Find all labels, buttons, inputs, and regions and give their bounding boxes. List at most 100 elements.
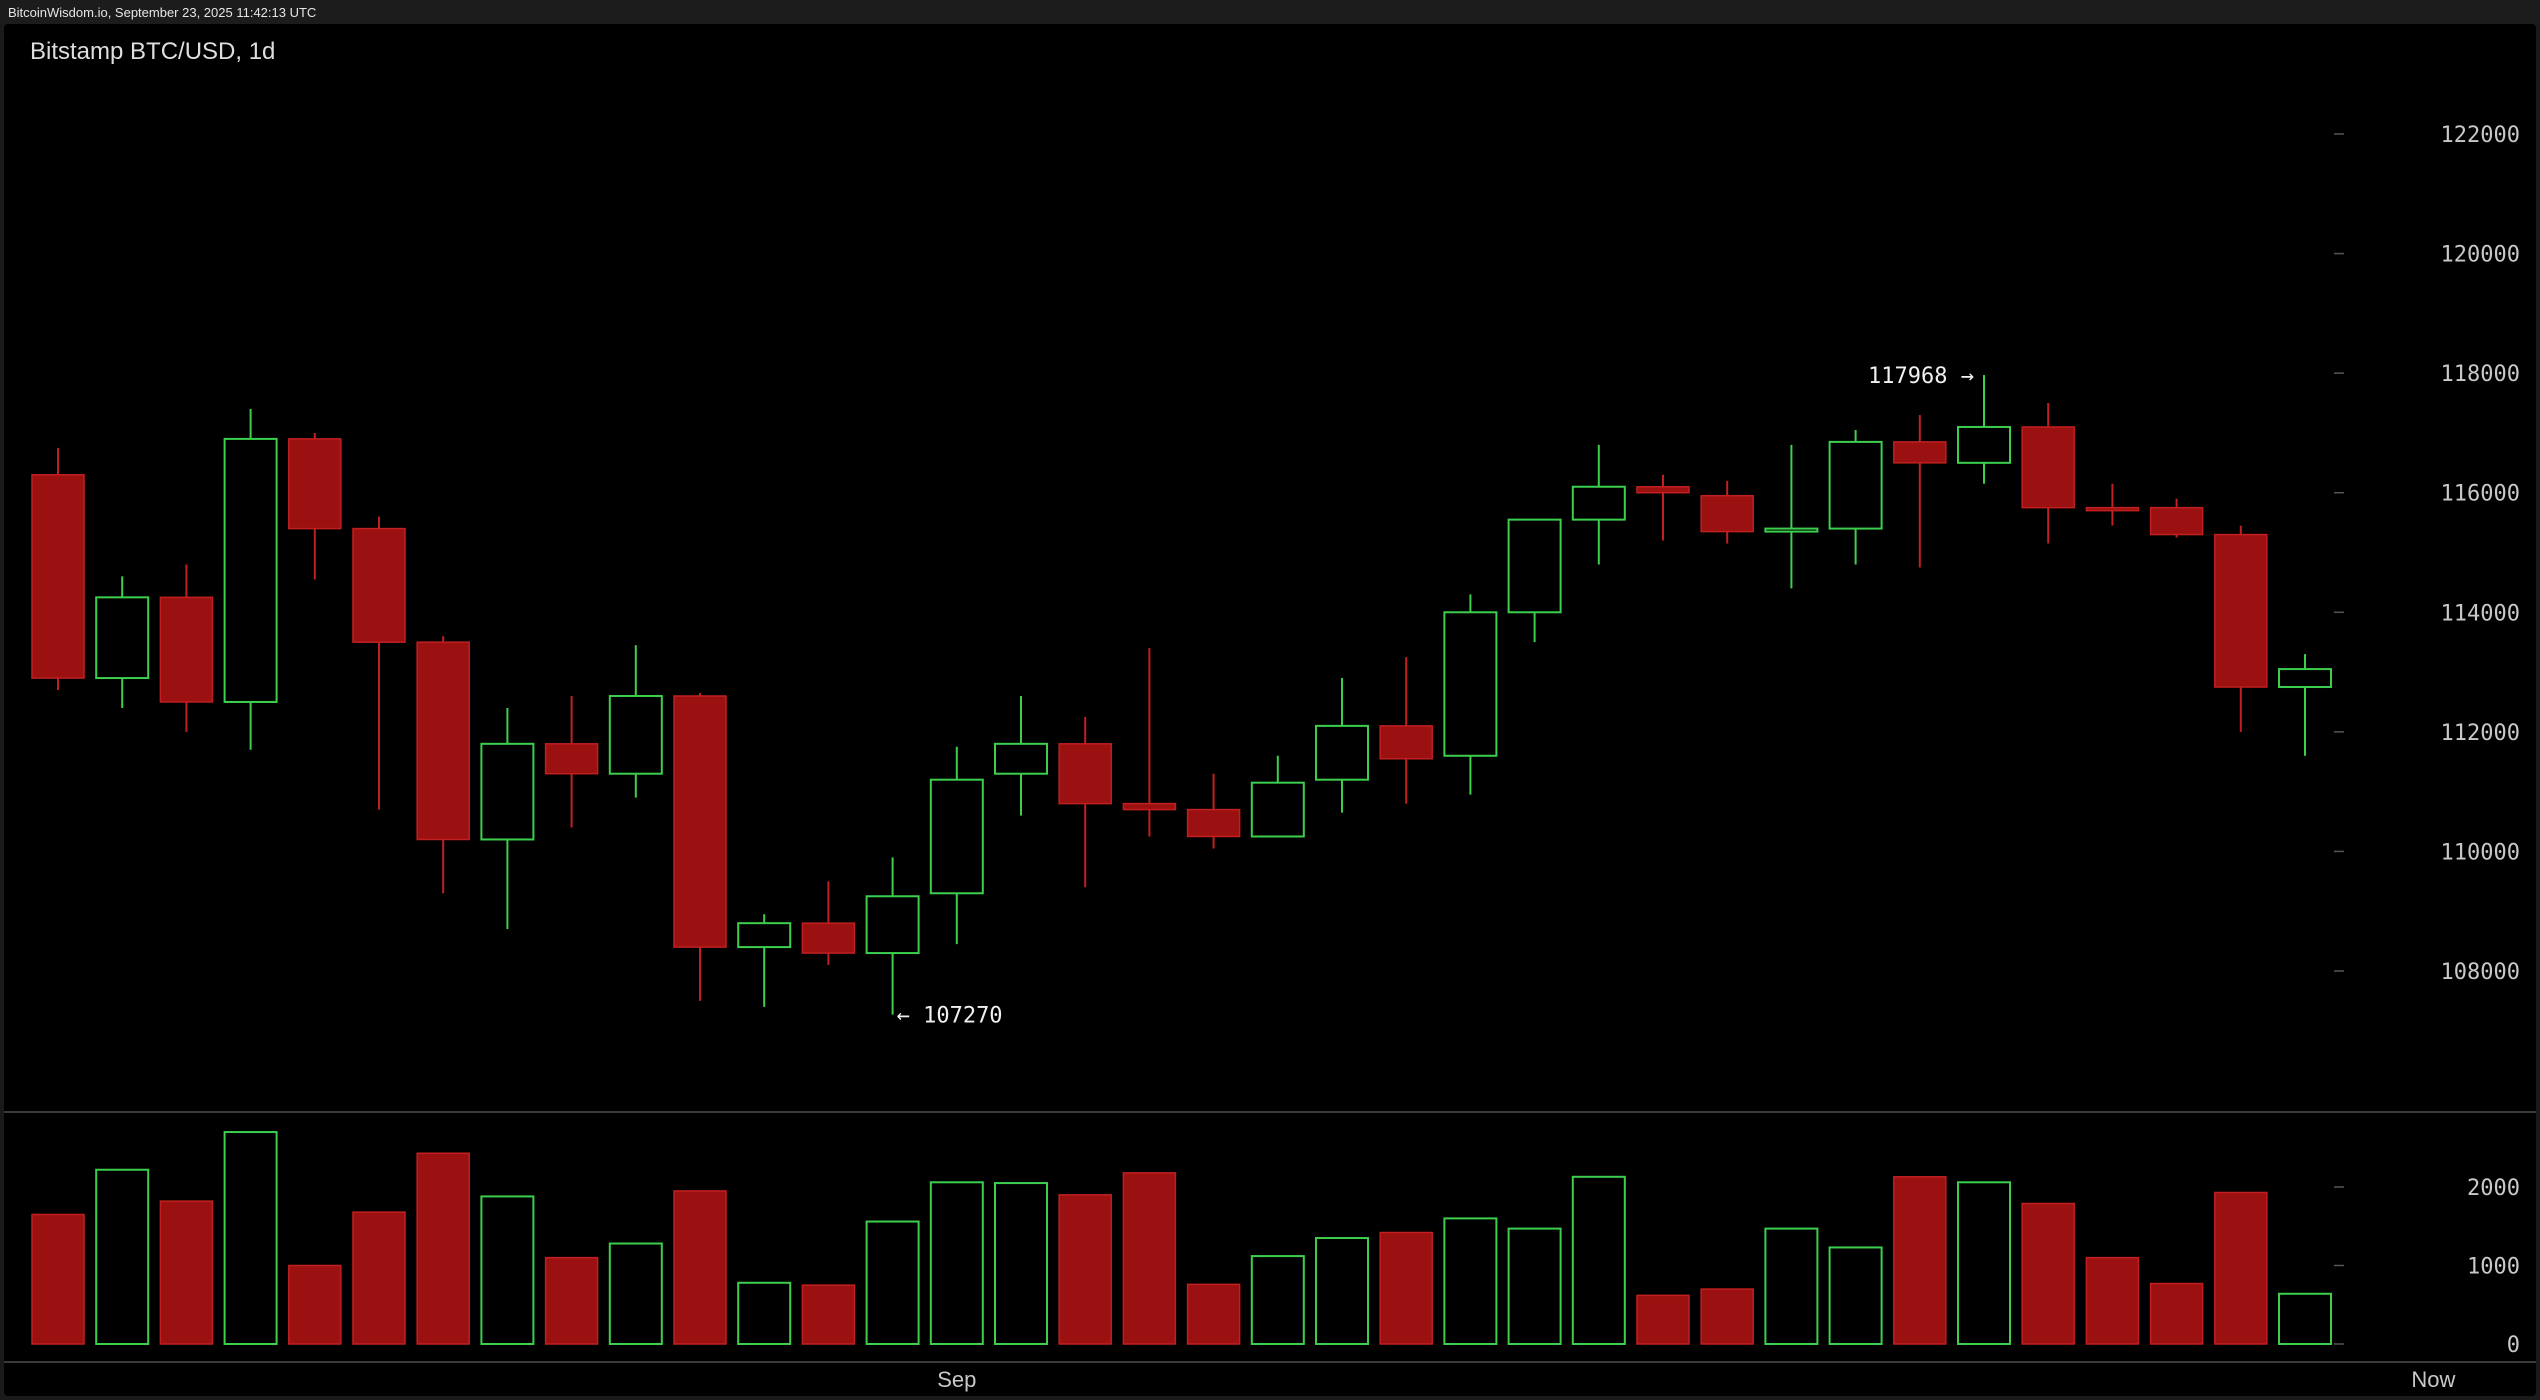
candle-up — [929, 746, 984, 945]
volume-bar-up — [1315, 1237, 1369, 1346]
volume-bar-down — [1636, 1294, 1690, 1345]
candle-body — [1700, 494, 1754, 533]
volume-tick-label: 2000 — [2467, 1176, 2520, 1201]
volume-bar-up — [1250, 1255, 1305, 1345]
candle-down — [288, 432, 342, 580]
candle-body — [1957, 425, 2011, 464]
candle-up — [1828, 429, 1883, 565]
candle-body — [1122, 802, 1177, 811]
candle-down — [2021, 403, 2075, 544]
volume-bar-down — [31, 1213, 85, 1345]
candle-body — [95, 596, 150, 680]
candle-down — [2085, 483, 2140, 526]
volume-bar-down — [159, 1200, 214, 1345]
volume-bar-down — [1122, 1172, 1177, 1345]
candle-body — [1636, 485, 1690, 494]
volume-bar-down — [801, 1284, 856, 1345]
price-tick-label: 120000 — [2441, 243, 2520, 268]
candle-up — [95, 576, 150, 708]
candle-down — [31, 447, 85, 691]
candle-body — [1186, 808, 1241, 838]
candle-body — [1571, 485, 1626, 521]
candle-down — [673, 692, 727, 1001]
candle-body — [737, 922, 792, 949]
volume-bar-down — [673, 1190, 727, 1345]
y-axis-ticks: 108000 110000 112000 114000 116000 118000 1200… — [2334, 123, 2520, 1358]
candle-body — [1250, 781, 1305, 838]
candle-body — [288, 438, 342, 530]
candle-body — [480, 742, 535, 841]
candle-body — [1764, 527, 1819, 533]
volume-bar-up — [929, 1181, 984, 1346]
candle-up — [1443, 594, 1498, 795]
candle-down — [1636, 474, 1690, 541]
volume-bar-up — [1443, 1217, 1498, 1346]
candle-up — [1957, 375, 2011, 484]
candle-body — [416, 641, 470, 841]
low-price-annotation: ← 107270 — [897, 1004, 1003, 1029]
candle-down — [159, 564, 214, 732]
volume-bar-down — [288, 1264, 342, 1345]
candle-down — [544, 695, 599, 828]
volume-bar-down — [2214, 1191, 2268, 1345]
candle-up — [1315, 678, 1369, 813]
volume-tick-label: 1000 — [2467, 1255, 2520, 1280]
price-tick-label: 110000 — [2441, 840, 2520, 865]
candle-up — [994, 695, 1048, 816]
price-tick-label: 114000 — [2441, 601, 2520, 626]
volume-bar-down — [1893, 1176, 1947, 1345]
candle-down — [1186, 773, 1241, 849]
volume-bar-down — [544, 1256, 599, 1345]
volume-bar-up — [2278, 1292, 2332, 1346]
volume-bar-down — [1700, 1288, 1754, 1345]
candle-body — [2214, 533, 2268, 688]
candle-down — [416, 636, 470, 894]
candle-down — [2214, 525, 2268, 732]
price-tick-label: 108000 — [2441, 960, 2520, 985]
x-axis-label: Sep — [937, 1367, 976, 1392]
candle-body — [31, 474, 85, 679]
price-tick-label: 118000 — [2441, 362, 2520, 387]
volume-bar-down — [2085, 1256, 2140, 1345]
volume-bar-up — [1957, 1181, 2011, 1346]
candle-up — [608, 645, 663, 798]
volume-bar-up — [223, 1131, 278, 1346]
price-tick-label: 112000 — [2441, 721, 2520, 746]
volume-bar-down — [2149, 1282, 2204, 1345]
candle-body — [2021, 426, 2075, 509]
candle-body — [1507, 518, 1562, 614]
candle-down — [1379, 657, 1433, 804]
candle-body — [865, 895, 920, 955]
candle-body — [1058, 743, 1112, 805]
candle-down — [801, 881, 856, 966]
volume-bar-down — [1058, 1194, 1112, 1345]
candle-down — [1058, 716, 1112, 888]
volume-bar-up — [1764, 1227, 1819, 1345]
candle-down — [2149, 498, 2204, 538]
candle-body — [1379, 725, 1433, 760]
volume-bar-up — [865, 1220, 920, 1346]
candle-body — [1443, 611, 1498, 757]
volume-bar-up — [994, 1182, 1048, 1345]
volume-bar-up — [1571, 1175, 1626, 1346]
header-bar: BitcoinWisdom.io, September 23, 2025 11:… — [0, 0, 2540, 24]
candle-up — [1250, 755, 1305, 838]
candles — [31, 375, 2332, 1015]
volume-bar-down — [1379, 1231, 1433, 1345]
annotations: 117968 → ← 107270 — [897, 364, 1974, 1029]
candle-down — [352, 516, 406, 810]
candle-up — [865, 857, 920, 1015]
candle-up — [2278, 654, 2332, 756]
x-axis-labels: Sep Now — [937, 1367, 2455, 1392]
panel-separators — [4, 1111, 2536, 1363]
candle-up — [480, 707, 535, 930]
volume-bar-down — [1186, 1283, 1241, 1345]
candle-body — [608, 694, 663, 775]
x-axis-label: Now — [2411, 1367, 2455, 1392]
candle-up — [1764, 444, 1819, 589]
candle-body — [929, 778, 984, 895]
candle-up — [1571, 444, 1626, 565]
volume-bar-down — [352, 1211, 406, 1345]
candle-up — [223, 409, 278, 750]
